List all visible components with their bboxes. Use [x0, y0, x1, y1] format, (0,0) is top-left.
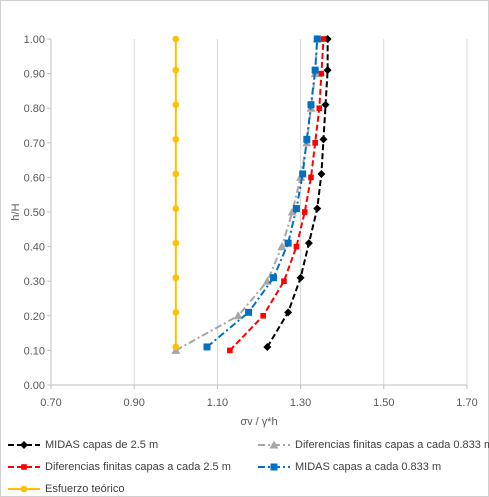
data-point: [172, 274, 180, 282]
legend-item: MIDAS capas de 2.5 m: [7, 437, 158, 453]
y-tick-label: 1.00: [24, 34, 45, 46]
legend-label: Esfuerzo teórico: [45, 483, 125, 495]
series-line: [266, 39, 329, 348]
data-point: [299, 170, 307, 178]
data-point: [233, 311, 243, 320]
series-line: [229, 38, 325, 352]
x-tick-label: 1.10: [207, 397, 228, 409]
legend-swatch-marker: [21, 464, 27, 470]
data-point: [287, 207, 297, 216]
data-point: [321, 100, 330, 109]
data-point: [263, 342, 272, 351]
y-tick-label: 0.80: [24, 103, 45, 115]
data-point: [319, 135, 328, 144]
legend-item: MIDAS capas a cada 0.833 m: [257, 459, 441, 475]
data-point: [311, 66, 319, 74]
data-point: [292, 205, 300, 213]
legend-swatch: [8, 441, 40, 449]
data-point: [260, 313, 266, 319]
data-point: [284, 239, 292, 247]
data-point: [281, 278, 287, 284]
x-tick-label: 0.90: [123, 397, 144, 409]
data-point: [172, 239, 180, 247]
legend-swatch-marker: [20, 441, 28, 449]
legend-swatch: [8, 485, 40, 493]
data-point: [172, 309, 180, 316]
legend-item: Diferencias finitas capas a cada 0.833 m: [257, 437, 489, 453]
series-line: [175, 38, 319, 352]
legend-swatch: [258, 440, 290, 449]
legend-swatch: [8, 464, 40, 470]
data-point: [172, 101, 180, 109]
data-point: [227, 347, 233, 354]
y-tick-label: 0.70: [24, 138, 45, 150]
y-tick-label: 0.50: [24, 207, 45, 219]
data-point: [304, 239, 313, 248]
data-point: [307, 101, 315, 109]
data-point: [203, 343, 211, 351]
data-point: [301, 209, 308, 215]
data-point: [308, 174, 314, 181]
y-tick-label: 0.60: [24, 172, 45, 184]
data-point: [318, 70, 325, 77]
data-point: [172, 170, 180, 178]
data-point: [284, 308, 293, 317]
legend-swatch-marker: [269, 440, 279, 449]
y-tick-label: 0.20: [24, 311, 45, 323]
data-point: [172, 205, 180, 212]
legend-item: Diferencias finitas capas a cada 2.5 m: [7, 459, 231, 475]
legend-label: Diferencias finitas capas a cada 0.833 m: [295, 439, 489, 451]
legend-swatch-marker: [20, 485, 28, 493]
data-point: [277, 242, 287, 251]
legend-item: Esfuerzo teórico: [7, 481, 124, 497]
legend-swatch: [258, 463, 290, 471]
legend-swatch-marker: [270, 463, 278, 471]
data-point: [317, 169, 326, 178]
data-point: [313, 35, 321, 43]
data-point: [296, 273, 305, 282]
series-5: [172, 35, 180, 351]
data-point: [312, 140, 318, 146]
y-tick-label: 0.40: [24, 242, 45, 254]
y-tick-label: 0.90: [24, 69, 45, 81]
data-point: [303, 135, 311, 143]
x-tick-label: 1.50: [373, 397, 394, 409]
legend-label: Diferencias finitas capas a cada 2.5 m: [45, 461, 231, 473]
series-4: [203, 35, 321, 351]
legend-label: MIDAS capas a cada 0.833 m: [295, 461, 442, 473]
data-point: [316, 105, 323, 111]
data-point: [293, 243, 300, 250]
data-point: [172, 343, 180, 351]
y-tick-label: 0.10: [24, 345, 45, 357]
data-point: [172, 35, 180, 43]
y-tick-label: 0.30: [24, 276, 45, 288]
x-tick-label: 0.70: [40, 397, 61, 409]
series-line: [206, 38, 319, 348]
data-point: [172, 136, 180, 143]
x-tick-label: 1.70: [456, 397, 477, 409]
x-axis-title: σv / γ*h: [240, 416, 277, 428]
legend-label: MIDAS capas de 2.5 m: [45, 439, 159, 451]
series-3: [227, 36, 327, 354]
x-tick-label: 1.30: [290, 397, 311, 409]
data-point: [245, 308, 253, 316]
data-point: [270, 274, 278, 282]
data-point: [320, 36, 327, 42]
data-point: [323, 66, 332, 75]
y-axis-title: h/H: [10, 203, 22, 220]
data-point: [172, 66, 180, 74]
chart-plot: 0.00 0.10 0.20 0.30 0.40 0.50 0.60 0.70 0.80 0.90…: [10, 34, 478, 428]
y-tick-label: 0.00: [24, 380, 45, 392]
data-point: [313, 204, 322, 213]
